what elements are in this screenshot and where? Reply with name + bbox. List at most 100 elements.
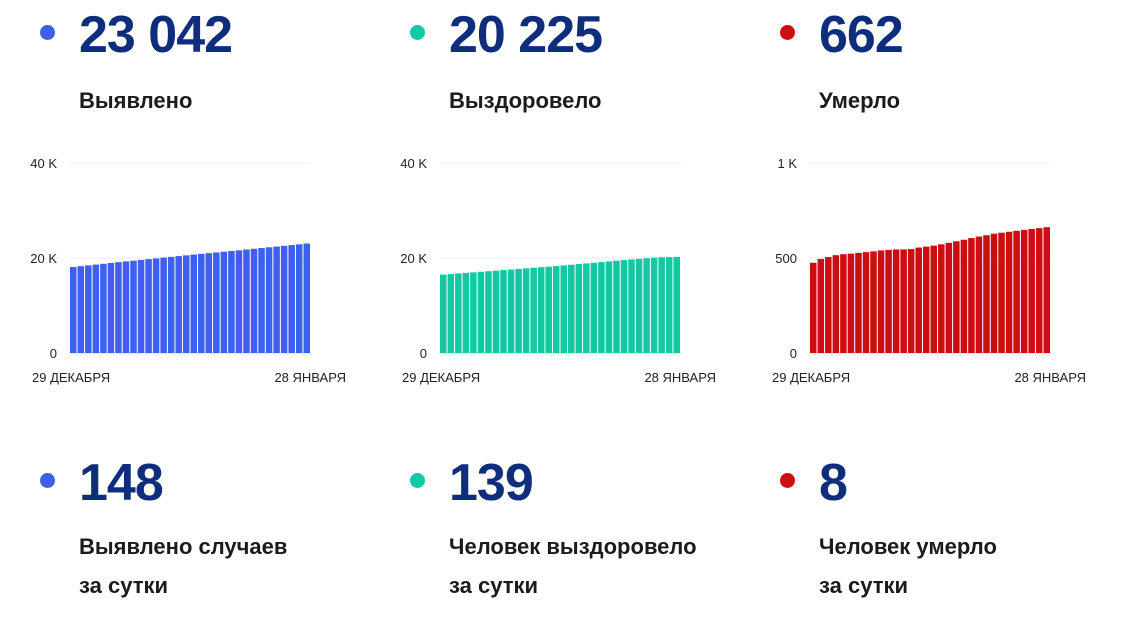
chart-bar: [100, 263, 107, 353]
chart-bar: [847, 253, 855, 353]
chart-bar: [477, 271, 485, 353]
x-end-label: 28 ЯНВАРЯ: [1014, 370, 1086, 385]
chart-bar: [122, 261, 130, 353]
chart-bar: [530, 267, 537, 353]
legend-dot-detected-daily: [40, 473, 55, 488]
chart-bar: [77, 266, 85, 353]
chart-bar: [462, 272, 470, 353]
y-tick-label: 40 K: [400, 156, 427, 171]
chart-bar: [228, 251, 235, 353]
total-died-value: 662: [819, 6, 904, 64]
chart-bar: [960, 239, 968, 353]
total-recovered-label: Выздоровело: [449, 88, 602, 113]
chart-bar: [817, 258, 825, 353]
total-died-label: Умерло: [819, 88, 901, 113]
y-tick-label: 0: [790, 346, 797, 361]
y-tick-label: 20 K: [400, 251, 427, 266]
chart-bar: [552, 266, 560, 353]
chart-bar: [455, 273, 462, 353]
chart-bar: [870, 251, 877, 353]
chart-bar: [810, 262, 817, 353]
chart-bar: [938, 244, 945, 353]
chart-bar: [213, 252, 220, 353]
chart-bar: [205, 253, 213, 353]
chart-bar: [175, 256, 182, 353]
chart-bar: [598, 262, 605, 353]
x-end-label: 28 ЯНВАРЯ: [644, 370, 716, 385]
daily-detected-label-line1: Выявлено случаев: [79, 534, 288, 559]
chart-bar: [137, 259, 145, 353]
chart-bar: [825, 257, 832, 353]
chart-bar: [280, 245, 288, 353]
chart-bar: [265, 247, 273, 353]
chart-bar: [500, 270, 507, 353]
chart-bar: [220, 251, 228, 353]
chart-bar: [862, 252, 870, 353]
chart-bar: [1013, 230, 1020, 353]
chart-bar: [92, 264, 100, 353]
x-start-label: 29 ДЕКАБРЯ: [772, 370, 850, 385]
y-tick-label: 1 K: [777, 156, 797, 171]
chart-bar: [470, 272, 477, 353]
chart-bar: [930, 245, 938, 353]
daily-recovered-label-line2: за сутки: [449, 572, 539, 598]
chart-bar: [273, 246, 280, 353]
chart-bar: [1043, 227, 1050, 353]
chart-bar: [998, 232, 1005, 353]
legend-dot-recovered: [410, 25, 425, 40]
chart-bar: [990, 233, 998, 353]
chart-bar: [907, 249, 915, 353]
legend-dot-recovered-daily: [410, 473, 425, 488]
chart-bar: [620, 260, 628, 353]
chart-bar: [650, 257, 658, 353]
chart-bar: [568, 264, 575, 353]
chart-bar: [975, 236, 983, 353]
chart-bar: [492, 270, 500, 353]
legend-dot-died: [780, 25, 795, 40]
chart-detected: 0 20 K 40 K 29 ДЕКАБРЯ 28 ЯНВАРЯ: [0, 140, 370, 400]
daily-recovered-label: Человек выздоровело за сутки: [449, 528, 697, 605]
daily-detected-label: Выявлено случаев за сутки: [79, 528, 287, 605]
chart-bar: [545, 266, 552, 353]
legend-dot-died-daily: [780, 473, 795, 488]
chart-bar: [673, 256, 680, 353]
y-tick-label: 20 K: [30, 251, 57, 266]
daily-recovered-value: 139: [449, 454, 534, 512]
chart-bar: [235, 250, 243, 353]
chart-bar: [613, 260, 620, 353]
chart-bar: [583, 263, 590, 353]
chart-bar: [945, 242, 953, 353]
chart-bar: [522, 268, 530, 353]
chart-bar: [1028, 228, 1035, 353]
chart-bar: [900, 249, 907, 353]
chart-bar: [85, 265, 92, 353]
chart-bar: [658, 257, 665, 353]
chart-bar: [515, 268, 522, 353]
daily-detected-label-line2: за сутки: [79, 572, 169, 598]
chart-bar: [440, 274, 447, 353]
total-recovered-value: 20 225: [449, 6, 603, 64]
daily-died-label: Человек умерло за сутки: [819, 528, 997, 605]
chart-bar: [922, 246, 930, 353]
y-tick-label: 0: [420, 346, 427, 361]
chart-bar: [537, 267, 545, 353]
chart-bar: [243, 249, 250, 353]
chart-bar: [198, 253, 205, 353]
chart-bar: [303, 243, 310, 353]
chart-bar: [258, 248, 265, 353]
chart-bar: [590, 262, 598, 353]
daily-recovered-label-line1: Человек выздоровело: [449, 534, 697, 559]
daily-died-label-line2: за сутки: [819, 572, 909, 598]
y-tick-label: 40 K: [30, 156, 57, 171]
chart-bar: [892, 249, 900, 353]
y-tick-label: 500: [775, 251, 797, 266]
chart-recovered: 0 20 K 40 K 29 ДЕКАБРЯ 28 ЯНВАРЯ: [370, 140, 740, 400]
chart-bar: [877, 250, 885, 353]
chart-bar: [447, 274, 455, 353]
chart-bar: [507, 269, 515, 353]
x-start-label: 29 ДЕКАБРЯ: [402, 370, 480, 385]
chart-bar: [182, 255, 190, 353]
chart-bar: [152, 258, 160, 353]
chart-bar: [250, 248, 258, 353]
chart-bar: [115, 262, 122, 353]
